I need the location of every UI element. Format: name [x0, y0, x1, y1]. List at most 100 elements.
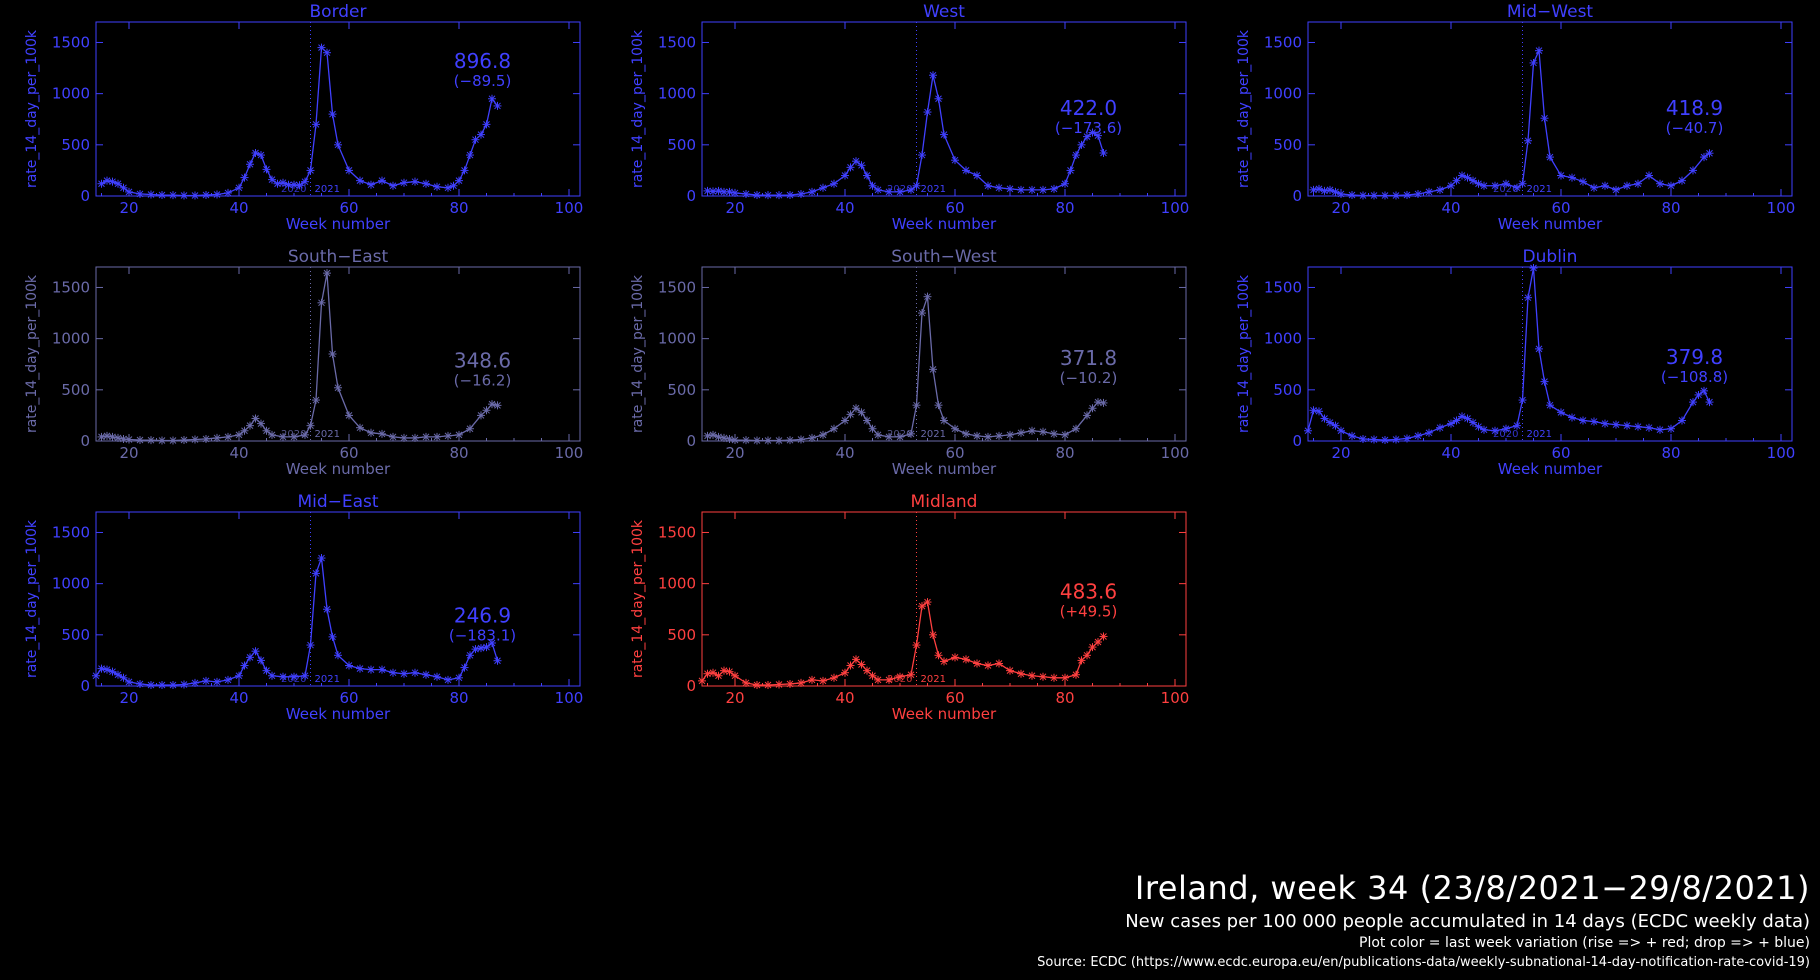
data-point	[136, 679, 144, 688]
data-point	[1094, 637, 1102, 646]
data-point	[1392, 435, 1400, 444]
data-point	[1590, 417, 1598, 426]
data-point	[962, 655, 970, 664]
data-point	[411, 668, 419, 677]
data-point	[279, 672, 287, 681]
data-point	[213, 433, 221, 442]
data-point	[262, 666, 271, 675]
data-point	[169, 436, 177, 445]
data-point	[1077, 656, 1086, 665]
data-point	[1072, 670, 1080, 679]
y-axis-label: rate_14_day_per_100k	[24, 29, 40, 188]
data-point	[1502, 424, 1510, 433]
data-point	[202, 434, 210, 443]
data-point	[493, 656, 502, 665]
data-point	[1099, 398, 1108, 407]
data-point	[918, 309, 926, 318]
data-point	[753, 190, 761, 199]
data-point	[262, 426, 271, 435]
x-tick-label: 100	[1161, 444, 1190, 462]
plot-frame	[701, 21, 1187, 197]
data-point	[191, 435, 199, 444]
data-point	[1039, 427, 1047, 436]
data-point	[433, 182, 441, 191]
data-point	[1028, 671, 1036, 680]
data-point	[830, 673, 838, 682]
x-tick-label: 100	[1767, 444, 1796, 462]
data-point	[268, 430, 276, 439]
series-line	[707, 296, 1104, 442]
x-tick-label: 20	[119, 444, 138, 462]
data-point	[356, 176, 364, 185]
data-point	[400, 178, 408, 187]
data-point	[962, 166, 970, 175]
data-point	[709, 187, 717, 196]
data-point	[808, 187, 816, 196]
data-point	[1315, 407, 1323, 416]
x-tick-label: 40	[1441, 199, 1460, 217]
data-point	[1083, 132, 1091, 141]
x-tick-label: 20	[725, 444, 744, 462]
figure-title: Ireland, week 34 (23/8/2021−29/8/2021)	[1134, 869, 1810, 907]
y-tick-label: 1500	[1264, 278, 1302, 296]
data-point	[147, 680, 155, 689]
data-point	[1689, 166, 1697, 175]
data-point	[334, 383, 342, 392]
y-tick-label: 1500	[52, 33, 90, 51]
data-point	[1403, 190, 1411, 199]
x-tick-label: 60	[339, 444, 358, 462]
y-tick-label: 500	[61, 626, 90, 644]
data-point	[301, 177, 309, 186]
latest-value-label: 896.8	[454, 49, 511, 73]
data-point	[378, 665, 386, 674]
data-point	[819, 430, 827, 439]
data-point	[753, 680, 761, 689]
data-point	[940, 657, 948, 666]
data-point	[147, 436, 155, 445]
data-point	[1403, 434, 1411, 443]
data-point	[725, 434, 734, 443]
data-point	[1579, 416, 1587, 425]
data-point	[703, 431, 712, 440]
data-point	[1061, 673, 1069, 682]
data-point	[951, 653, 959, 662]
series-line	[101, 46, 499, 197]
data-point	[940, 416, 948, 425]
plot-frame	[95, 511, 581, 687]
data-point	[1502, 179, 1510, 188]
data-point	[1337, 426, 1345, 435]
y-tick-label: 1000	[658, 575, 696, 593]
data-point	[1667, 181, 1675, 190]
series-line	[701, 600, 1104, 686]
plot-frame	[95, 21, 581, 197]
data-point	[125, 677, 133, 686]
data-point	[786, 190, 794, 199]
y-tick-label: 1000	[52, 85, 90, 103]
y-tick-label: 0	[686, 187, 696, 205]
data-point	[1414, 431, 1422, 440]
data-point	[1066, 166, 1075, 175]
data-point	[92, 671, 100, 680]
latest-value-label: 422.0	[1060, 96, 1117, 120]
weekly-change-label: (−89.5)	[454, 72, 512, 90]
data-point	[1480, 425, 1488, 434]
y-tick-label: 0	[80, 432, 90, 450]
data-point	[775, 436, 783, 445]
x-tick-label: 20	[1331, 199, 1350, 217]
data-point	[984, 432, 992, 441]
chart-title: Border	[310, 2, 367, 22]
data-point	[934, 651, 943, 660]
weekly-change-label: (−10.2)	[1060, 369, 1118, 387]
data-point	[1529, 58, 1538, 67]
data-point	[1039, 185, 1047, 194]
year-label: 2021	[921, 184, 946, 195]
y-tick-label: 500	[1273, 381, 1302, 399]
data-point	[1094, 131, 1102, 140]
data-point	[1452, 416, 1461, 425]
data-point	[912, 641, 921, 650]
data-point	[455, 430, 463, 439]
data-point	[1568, 173, 1576, 182]
